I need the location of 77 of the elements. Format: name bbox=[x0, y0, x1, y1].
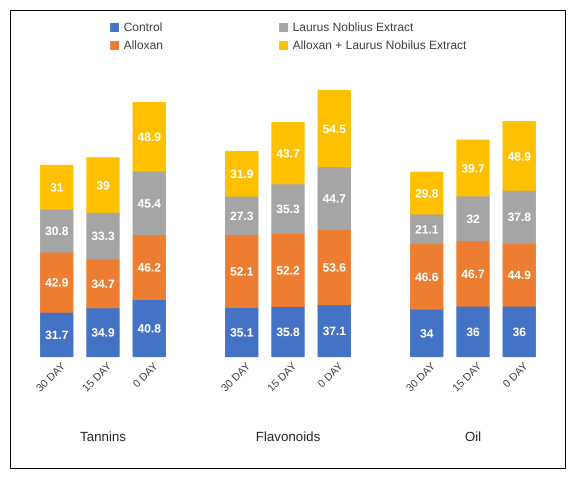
data-label: 46.6 bbox=[415, 270, 439, 284]
data-label: 48.9 bbox=[138, 130, 162, 144]
data-label: 37.1 bbox=[322, 324, 346, 338]
data-label: 29.8 bbox=[415, 186, 439, 201]
data-label: 34 bbox=[420, 326, 434, 340]
bar bbox=[40, 164, 74, 210]
bar bbox=[318, 166, 351, 230]
data-label: 37.8 bbox=[508, 210, 532, 224]
data-label: 48.9 bbox=[508, 149, 532, 164]
data-label: 27.3 bbox=[230, 208, 254, 223]
data-label: 35.1 bbox=[230, 326, 254, 340]
data-label: 30.8 bbox=[45, 224, 69, 238]
data-label: 35.3 bbox=[276, 202, 300, 216]
text: Oil bbox=[464, 429, 482, 444]
data-label: 46.2 bbox=[138, 260, 162, 275]
legend-label: Laurus Noblius Extract bbox=[292, 20, 414, 34]
bar bbox=[86, 258, 120, 308]
bar bbox=[86, 307, 120, 358]
bar bbox=[40, 252, 74, 313]
data-label: 32 bbox=[466, 212, 480, 226]
text: Flavonoids bbox=[256, 429, 321, 444]
data-label: 36 bbox=[512, 324, 526, 339]
bar bbox=[456, 240, 490, 307]
bar bbox=[225, 150, 258, 197]
bar bbox=[502, 121, 536, 191]
bar bbox=[456, 195, 490, 242]
data-label: 44.7 bbox=[322, 192, 346, 206]
bar bbox=[225, 306, 258, 358]
data-label: 36 bbox=[466, 324, 480, 339]
bar bbox=[271, 232, 305, 307]
data-label: 31.9 bbox=[230, 167, 254, 182]
data-label: 33.3 bbox=[91, 229, 116, 244]
data-label: 31 bbox=[50, 180, 64, 195]
bar bbox=[456, 140, 490, 196]
bar bbox=[410, 172, 444, 215]
bar bbox=[132, 234, 166, 300]
data-label: 40.8 bbox=[138, 322, 162, 336]
data-label: 31.7 bbox=[45, 328, 69, 342]
data-label: 53.6 bbox=[322, 260, 346, 275]
bar bbox=[40, 312, 74, 358]
data-label: 52.2 bbox=[276, 263, 300, 278]
bar bbox=[132, 298, 166, 358]
legend-label: Alloxan bbox=[124, 38, 164, 52]
data-label: 45.4 bbox=[138, 196, 162, 210]
data-label: 44.9 bbox=[508, 268, 532, 282]
bar bbox=[410, 243, 444, 310]
bar bbox=[456, 306, 490, 358]
data-label: 54.5 bbox=[322, 122, 346, 136]
data-label: 34.7 bbox=[91, 276, 116, 291]
data-label: 21.1 bbox=[415, 222, 439, 236]
bar bbox=[318, 304, 351, 358]
bar bbox=[132, 170, 166, 236]
bar bbox=[271, 183, 305, 234]
data-label: 35.8 bbox=[276, 325, 300, 340]
bar bbox=[502, 306, 536, 358]
bar bbox=[502, 190, 536, 244]
bar bbox=[271, 122, 305, 184]
legend-label: Alloxan + Laurus Nobilus Extract bbox=[292, 38, 466, 52]
bar bbox=[271, 306, 305, 358]
bar bbox=[318, 90, 351, 168]
bar bbox=[410, 308, 444, 358]
data-label: 42.9 bbox=[45, 276, 69, 290]
data-label: 43.7 bbox=[276, 146, 300, 161]
bar bbox=[502, 242, 536, 307]
legend-label: Control bbox=[124, 20, 164, 34]
bar bbox=[132, 102, 166, 172]
bar bbox=[40, 208, 74, 253]
data-label: 34.9 bbox=[91, 326, 116, 340]
data-label: 52.1 bbox=[230, 264, 254, 278]
bar bbox=[318, 228, 351, 306]
data-label: 46.7 bbox=[461, 266, 486, 281]
data-label: 39 bbox=[96, 178, 110, 193]
bar bbox=[225, 234, 258, 308]
bar bbox=[86, 157, 120, 213]
text: Tannins bbox=[80, 429, 126, 444]
bar bbox=[225, 196, 258, 235]
data-label: 39.7 bbox=[461, 161, 486, 176]
